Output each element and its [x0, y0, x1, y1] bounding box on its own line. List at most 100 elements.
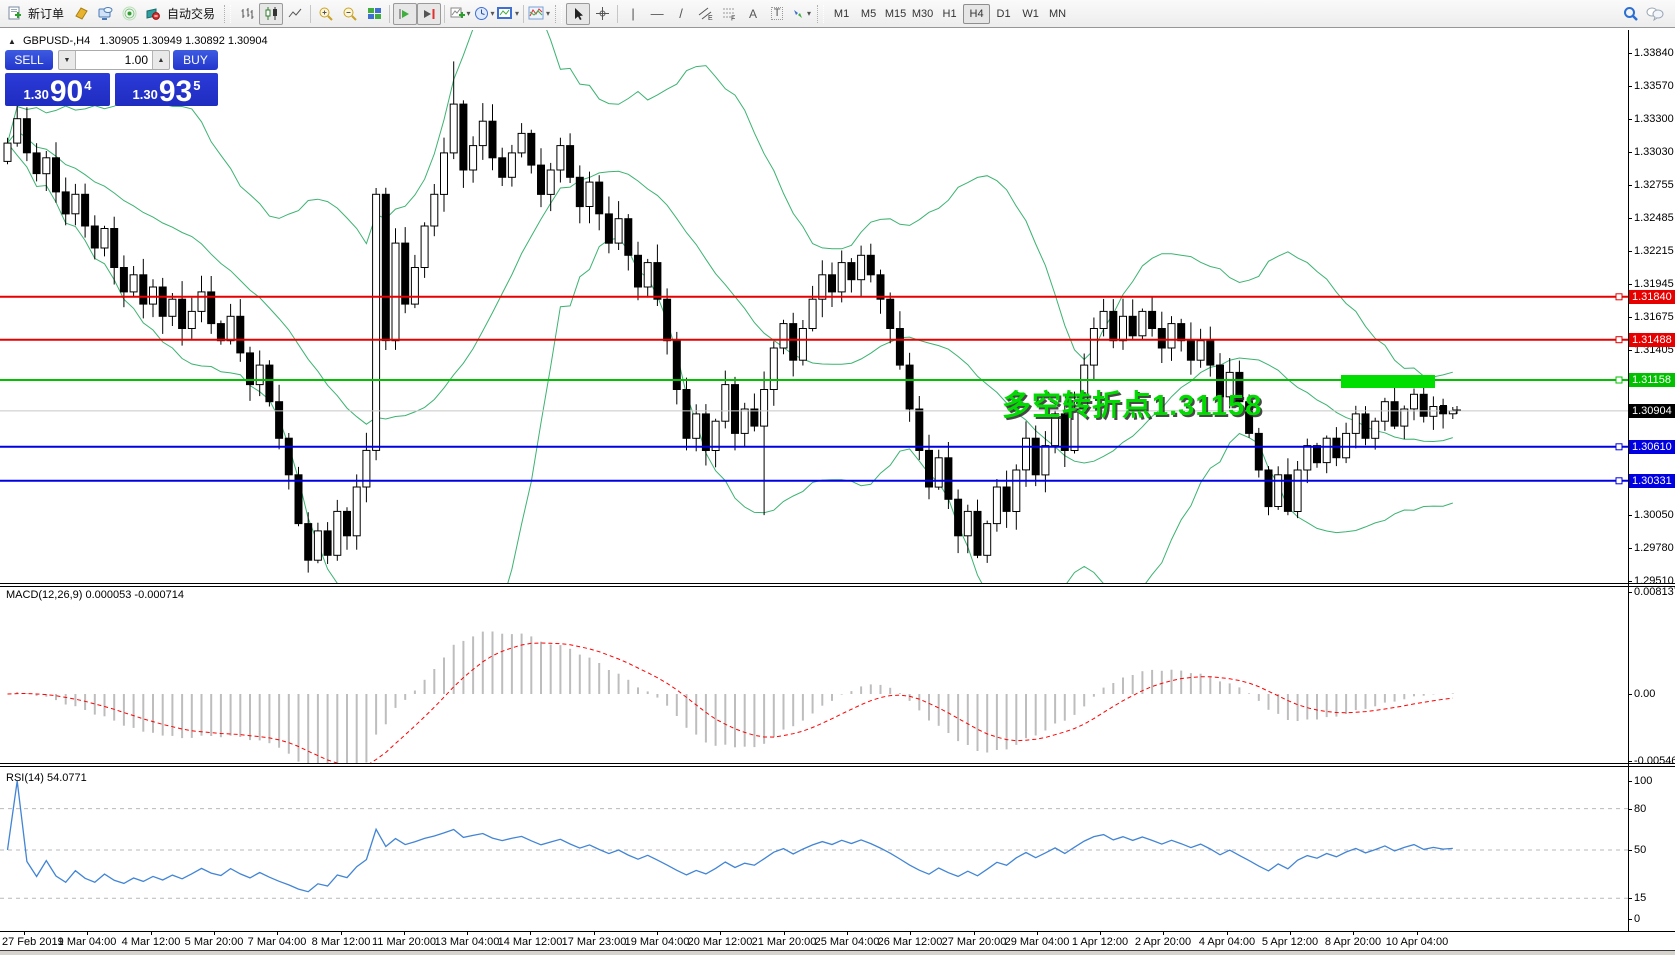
arrows-dropdown[interactable]: ▾: [789, 3, 813, 25]
sell-button[interactable]: SELL: [5, 50, 53, 70]
buy-price-display[interactable]: 1.30 93 5: [115, 73, 218, 107]
tf-button-m5[interactable]: M5: [860, 7, 877, 20]
sell-price-display[interactable]: 1.30 90 4: [5, 73, 110, 107]
template-icon: [497, 7, 513, 19]
volume-input[interactable]: [75, 51, 153, 69]
date-label: 11 Mar 20:00: [371, 936, 437, 948]
candle-body: [3, 142, 12, 162]
text-tool[interactable]: A: [741, 3, 765, 25]
volume-up-button[interactable]: ▲: [157, 56, 165, 64]
rsi-pane[interactable]: [0, 767, 1628, 931]
signals-button[interactable]: [117, 3, 141, 25]
level-line-handle[interactable]: [1615, 336, 1623, 344]
chart-text-annotation[interactable]: 多空转折点1.31158: [1002, 390, 1263, 422]
bollinger-upper-band: [7, 30, 1453, 378]
auto-scroll-button[interactable]: [393, 2, 418, 25]
date-tick-mark: [24, 931, 25, 935]
zoom-out-button[interactable]: [338, 3, 362, 25]
candle-body: [566, 145, 575, 178]
date-tick-mark: [657, 931, 658, 935]
period-dropdown[interactable]: ▾: [472, 3, 496, 25]
new-order-button[interactable]: [2, 3, 26, 25]
trendline-tool[interactable]: /: [669, 3, 693, 25]
candle-body: [255, 364, 264, 386]
text-label-tool[interactable]: T: [765, 3, 789, 25]
level-line-handle[interactable]: [1615, 376, 1623, 384]
date-tick-mark: [847, 931, 848, 935]
tf-button-w1[interactable]: W1: [1022, 7, 1039, 20]
date-label: 21 Mar 20:00: [751, 936, 817, 948]
rsi-tick-label: 50: [1634, 844, 1647, 856]
price-tick-label: 1.31675: [1634, 311, 1674, 323]
auto-scroll-icon: [399, 8, 410, 19]
autotrading-button[interactable]: [141, 3, 165, 25]
candle-body: [1264, 469, 1273, 508]
chevron-down-icon: ▾: [466, 9, 471, 18]
virtual-hosting-button[interactable]: [93, 3, 117, 25]
candle-body: [236, 315, 245, 354]
date-tick-mark: [784, 931, 785, 935]
candle-body: [721, 384, 730, 422]
window-tabs-strip: [0, 950, 1675, 955]
tile-windows-button[interactable]: [362, 3, 386, 25]
tf-button-m15[interactable]: M15: [884, 7, 907, 20]
date-label: 4 Apr 04:00: [1198, 936, 1256, 948]
candlestick-chart-icon: [265, 7, 277, 20]
search-button[interactable]: [1619, 3, 1643, 25]
date-label: 20 Mar 12:00: [687, 936, 753, 948]
candle-body: [449, 103, 458, 154]
template-dropdown[interactable]: ▾: [496, 3, 520, 25]
chat-button[interactable]: [1643, 3, 1667, 25]
bar-chart-button[interactable]: [235, 3, 259, 25]
axis-tick-mark: [1628, 898, 1632, 899]
collapse-triangle-icon[interactable]: ▲: [8, 37, 16, 46]
indicators-dropdown[interactable]: ▾: [527, 3, 551, 25]
date-tick-mark: [467, 931, 468, 935]
new-order-label[interactable]: 新订单: [28, 7, 65, 21]
candle-body: [915, 408, 924, 451]
level-line-handle[interactable]: [1615, 477, 1623, 485]
horizontal-line-tool[interactable]: —: [645, 3, 669, 25]
level-line-handle[interactable]: [1615, 293, 1623, 301]
date-label: 5 Mar 20:00: [184, 936, 244, 948]
buy-button[interactable]: BUY: [173, 50, 218, 70]
volume-down-button[interactable]: ▼: [63, 56, 71, 64]
candle-body: [391, 242, 400, 342]
candle-body: [284, 437, 293, 476]
candle-body: [42, 157, 51, 175]
new-chart-dropdown[interactable]: ▾: [448, 3, 472, 25]
tf-button-h1[interactable]: H1: [942, 7, 957, 20]
tf-button-m1[interactable]: M1: [833, 7, 850, 20]
crosshair-tool-button[interactable]: [590, 3, 614, 25]
pane-splitter[interactable]: [0, 583, 1675, 587]
cursor-tool-button[interactable]: [566, 2, 591, 25]
candlestick-chart-button[interactable]: [259, 2, 284, 25]
metaeditor-button[interactable]: [69, 3, 93, 25]
candle-body: [71, 193, 80, 215]
candle-body: [13, 118, 22, 144]
macd-pane[interactable]: [0, 587, 1628, 763]
tf-button-d1[interactable]: D1: [996, 7, 1011, 20]
zoom-in-button[interactable]: [314, 3, 338, 25]
fibonacci-tool[interactable]: F: [717, 3, 741, 25]
channel-tool[interactable]: E: [693, 3, 717, 25]
candle-body: [381, 193, 390, 342]
candle-body: [682, 389, 691, 439]
autotrading-label[interactable]: 自动交易: [167, 7, 216, 21]
green-highlight-box[interactable]: [1341, 375, 1435, 388]
tf-button-m30[interactable]: M30: [911, 7, 934, 20]
price-tick-label: 1.32485: [1634, 212, 1674, 224]
candle-body: [420, 225, 429, 268]
tf-button-mn[interactable]: MN: [1049, 7, 1067, 20]
line-chart-button[interactable]: [283, 3, 307, 25]
candle-body: [837, 262, 846, 293]
chart-shift-button[interactable]: [417, 2, 442, 25]
level-line-handle[interactable]: [1615, 443, 1623, 451]
autotrading-icon: [146, 8, 160, 20]
axis-tick-mark: [1628, 317, 1632, 318]
price-chart-pane[interactable]: [0, 30, 1628, 583]
tf-button-h4[interactable]: H4: [963, 3, 991, 24]
vertical-line-tool[interactable]: |: [621, 3, 645, 25]
pane-splitter[interactable]: [0, 763, 1675, 767]
candle-body: [216, 323, 225, 342]
